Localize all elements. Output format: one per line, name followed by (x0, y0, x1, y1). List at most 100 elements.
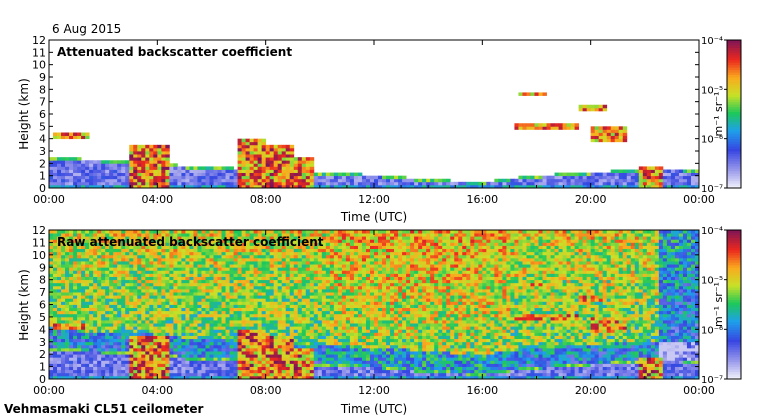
field-cell (81, 160, 86, 164)
field-cell (221, 344, 226, 349)
field-cell (105, 357, 110, 361)
colorbar-tick-label: 10⁻⁴ (701, 36, 723, 47)
field-cell (225, 230, 230, 234)
field-cell (169, 369, 174, 374)
field-cell (333, 181, 339, 186)
field-cell (105, 279, 110, 284)
field-cell (233, 351, 238, 355)
field-cell (177, 295, 182, 299)
field-cell (181, 242, 186, 246)
field-cell (285, 160, 291, 164)
field-cell (257, 351, 263, 355)
field-cell (133, 338, 138, 343)
field-cell (49, 366, 54, 371)
field-cell (129, 242, 134, 246)
field-cell (73, 178, 78, 183)
field-cell (213, 360, 218, 364)
field-cell (197, 270, 202, 274)
field-cell (289, 366, 295, 371)
field-cell (213, 307, 218, 312)
field-cell (145, 267, 150, 271)
field-cell (165, 230, 170, 234)
field-cell (257, 375, 263, 380)
field-cell (229, 372, 234, 377)
field-cell (189, 295, 194, 299)
field-cell (566, 184, 571, 189)
field-cell (309, 292, 315, 296)
field-cell (117, 264, 122, 268)
field-cell (205, 344, 210, 349)
field-cell (137, 175, 142, 180)
field-cell (177, 332, 182, 336)
field-cell (225, 292, 230, 296)
field-cell (241, 151, 246, 155)
field-cell (149, 181, 154, 186)
field-cell (129, 160, 134, 164)
field-cell (157, 267, 162, 271)
field-cell (125, 251, 130, 256)
field-cell (69, 304, 74, 308)
field-cell (125, 354, 130, 358)
field-cell (289, 288, 295, 293)
field-cell (89, 163, 94, 167)
field-cell (289, 230, 295, 234)
field-cell (261, 151, 267, 155)
field-cell (313, 261, 319, 265)
field-cell (494, 184, 499, 189)
field-cell (153, 181, 158, 186)
field-cell (406, 178, 411, 183)
field-cell (81, 292, 86, 296)
field-cell (213, 304, 218, 308)
field-cell (161, 282, 166, 287)
field-cell (181, 261, 186, 265)
field-cell (177, 304, 182, 308)
field-cell (125, 178, 130, 183)
field-cell (626, 172, 632, 177)
field-cell (281, 181, 287, 186)
field-cell (69, 316, 74, 321)
colorbar-step (727, 180, 741, 184)
field-cell (317, 242, 323, 246)
field-cell (237, 354, 242, 358)
field-cell (185, 181, 190, 186)
field-cell (289, 354, 295, 358)
field-cell (197, 347, 202, 352)
field-cell (149, 363, 154, 367)
field-cell (229, 169, 234, 173)
field-cell (89, 369, 94, 374)
field-cell (265, 298, 271, 302)
field-cell (205, 316, 210, 321)
field-cell (213, 335, 218, 340)
field-cell (113, 298, 118, 302)
field-cell (205, 307, 210, 312)
field-cell (257, 344, 263, 349)
field-cell (341, 295, 347, 299)
field-cell (273, 178, 279, 183)
field-cell (257, 354, 263, 358)
field-cell (85, 248, 90, 253)
field-cell (257, 270, 263, 274)
field-cell (173, 320, 178, 324)
field-cell (173, 264, 178, 268)
field-cell (85, 347, 90, 352)
field-cell (89, 270, 94, 274)
field-cell (153, 351, 158, 355)
field-cell (205, 285, 210, 290)
field-cell (438, 178, 443, 183)
field-cell (273, 282, 279, 287)
colorbar-step (727, 173, 741, 177)
field-cell (181, 307, 186, 312)
colorbar-step (727, 59, 741, 63)
field-cell (249, 141, 255, 146)
field-cell (185, 335, 190, 340)
field-cell (317, 351, 323, 355)
field-cell (273, 338, 279, 343)
field-cell (225, 310, 230, 315)
field-cell (478, 181, 483, 186)
field-cell (313, 357, 319, 361)
field-cell (241, 332, 246, 336)
field-cell (325, 178, 331, 183)
field-cell (245, 175, 251, 180)
field-cell (382, 175, 387, 180)
field-cell (133, 172, 138, 177)
